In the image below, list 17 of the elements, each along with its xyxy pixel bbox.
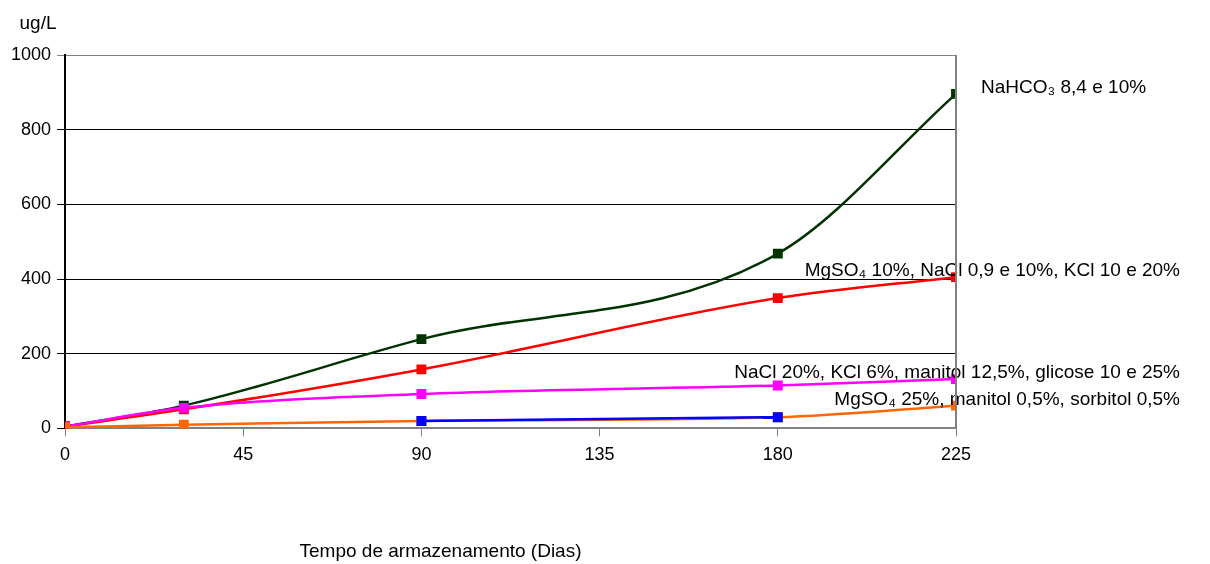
y-tick-label: 1000 (11, 43, 52, 64)
x-tick-label: 90 (411, 444, 432, 465)
series-label: MgSO₄ 25%, manitol 0,5%, sorbitol 0,5% (834, 387, 1181, 409)
y-tick-label: 800 (21, 118, 52, 139)
x-axis-title: Tempo de armazenamento (Dias) (299, 540, 582, 562)
y-tick-label: 600 (21, 193, 52, 214)
y-axis-title: ug/L (19, 12, 57, 34)
series-label: NaCl 20%, KCl 6%, manitol 12,5%, glicose 10 e 25% (734, 361, 1181, 383)
x-tick-label: 45 (233, 444, 254, 465)
series-label: NaHCO₃ 8,4 e 10% (981, 76, 1147, 98)
x-tick-label: 0 (60, 444, 71, 465)
x-tick-label: 180 (762, 444, 793, 465)
y-tick-label: 400 (21, 268, 52, 289)
x-tick-label: 135 (584, 444, 615, 465)
y-tick-label: 200 (21, 342, 52, 363)
y-tick-label: 0 (41, 417, 52, 438)
x-tick-label: 225 (940, 444, 972, 465)
